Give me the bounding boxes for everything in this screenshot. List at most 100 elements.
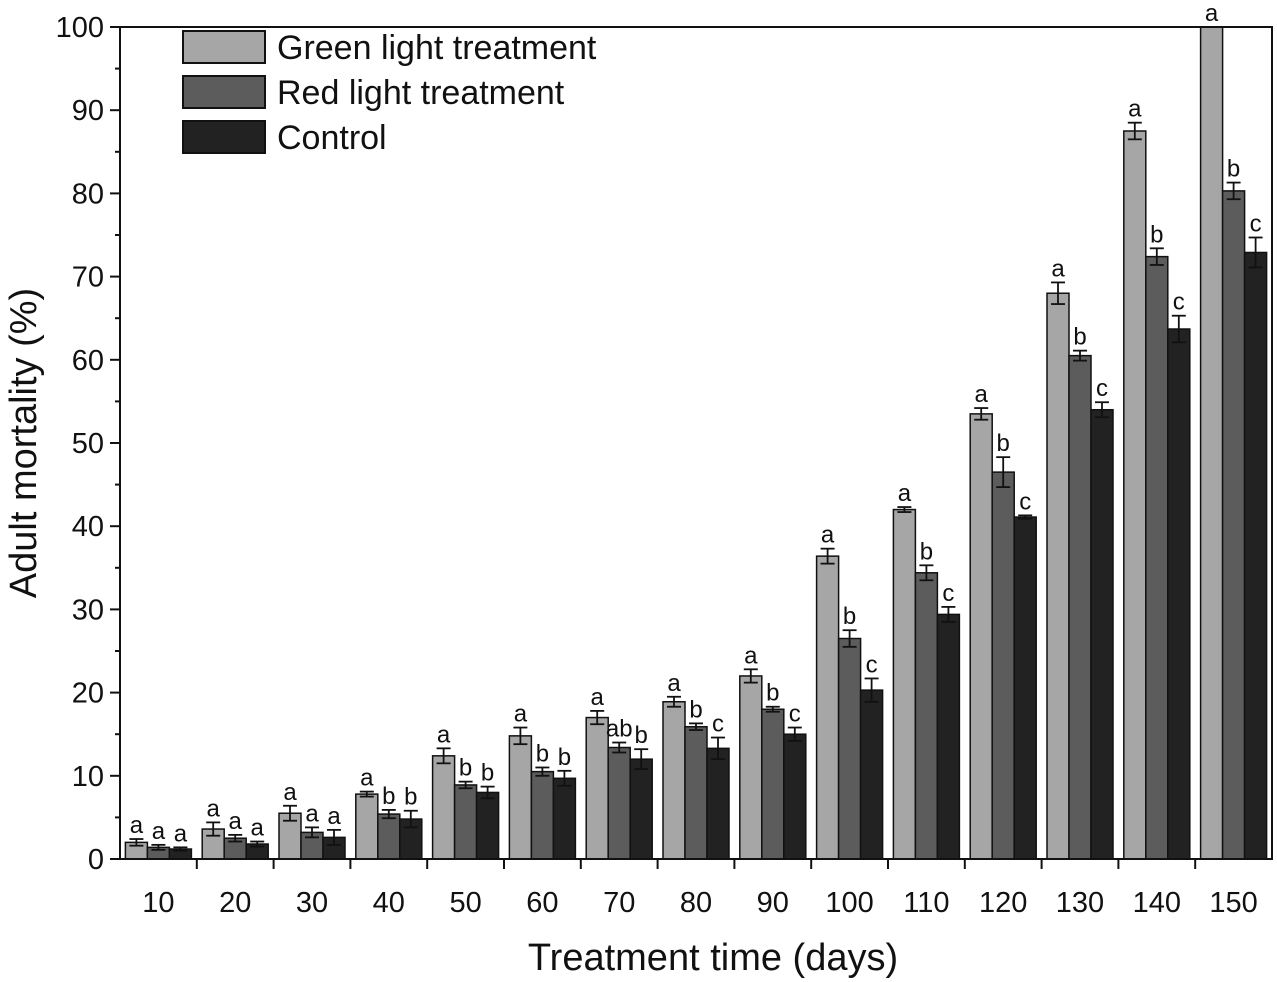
bar [706,747,730,860]
significance-label: b [382,783,395,810]
significance-label: b [1073,324,1086,351]
bar [552,777,577,860]
y-tick-label: 0 [88,844,104,876]
bar [508,735,533,860]
x-tick-label: 70 [603,887,635,919]
x-tick-label: 20 [219,887,251,919]
significance-label: a [1128,96,1142,123]
significance-label: b [766,680,779,707]
significance-label: b [558,744,571,771]
bar [355,793,379,860]
y-tick-label: 50 [72,428,104,460]
bar [969,413,993,860]
significance-label: ab [606,716,633,743]
significance-label: a [207,795,221,822]
bar [936,613,961,860]
legend-label: Control [277,119,387,157]
y-tick-label: 10 [72,761,104,793]
x-tick-label: 40 [373,887,405,919]
bar [892,508,917,860]
significance-label: a [251,815,265,842]
x-tick-label: 140 [1133,887,1181,919]
legend-label: Green light treatment [277,29,597,67]
y-tick-label: 60 [72,345,104,377]
bar [684,725,708,860]
significance-label: c [1019,488,1031,515]
significance-label: a [152,818,166,845]
significance-label: a [821,522,835,549]
significance-label: b [404,784,417,811]
bar [783,733,807,860]
significance-label: a [1205,0,1219,27]
significance-label: b [481,760,494,787]
significance-label: b [536,740,549,767]
x-tick-label: 60 [526,887,558,919]
significance-label: a [514,701,528,728]
significance-label: c [1173,289,1185,316]
bar [991,471,1015,860]
significance-label: a [283,779,297,806]
significance-label: a [327,803,341,830]
bar [1090,408,1114,860]
significance-label: a [898,480,912,507]
significance-label: c [866,651,878,678]
significance-label: b [997,430,1010,457]
significance-label: b [920,538,933,565]
bar [815,555,840,860]
significance-label: a [667,670,681,697]
bar [1145,255,1169,860]
x-tick-label: 110 [903,887,949,919]
significance-label: c [942,580,954,607]
significance-label: b [459,755,472,782]
bar [1221,190,1246,860]
y-tick-label: 70 [72,262,104,294]
y-tick-label: 40 [72,511,104,543]
bar [1199,26,1224,860]
bar [607,746,631,860]
bar [761,708,785,860]
x-tick-label: 120 [979,887,1027,919]
significance-label: a [437,721,451,748]
bar [475,791,500,860]
x-axis-title: Treatment time (days) [528,937,898,979]
x-tick-label: 90 [757,887,789,919]
bar [1123,130,1147,860]
significance-label: b [635,722,648,749]
significance-label: a [305,800,319,827]
x-tick-label: 100 [825,887,873,919]
significance-label: a [1051,255,1065,282]
bar [739,675,763,860]
y-tick-label: 20 [72,678,104,710]
bar [662,701,686,860]
significance-label: c [1250,210,1262,237]
y-tick-label: 90 [72,95,104,127]
significance-label: b [1150,221,1163,248]
y-tick-label: 30 [72,594,104,626]
x-tick-label: 150 [1209,887,1257,919]
bar [914,572,939,860]
significance-label: b [689,696,702,723]
bar [453,784,478,860]
legend-swatch [182,30,266,64]
significance-label: a [591,684,605,711]
significance-label: a [174,820,188,847]
y-tick-label: 100 [56,12,104,44]
bar [629,758,653,860]
significance-label: a [130,812,144,839]
significance-label: b [843,603,856,630]
bar [431,755,456,860]
bar [1013,516,1037,860]
legend-swatch [182,75,266,109]
significance-label: a [360,765,374,792]
y-axis-title: Adult mortality (%) [3,288,45,598]
bar [530,770,555,860]
significance-label: b [1227,156,1240,183]
legend-label: Red light treatment [277,74,565,112]
y-tick-label: 80 [72,178,104,210]
x-tick-label: 130 [1056,887,1104,919]
bar [377,813,401,860]
bar [1046,292,1070,860]
bar [859,689,884,860]
x-tick-label: 10 [142,887,174,919]
